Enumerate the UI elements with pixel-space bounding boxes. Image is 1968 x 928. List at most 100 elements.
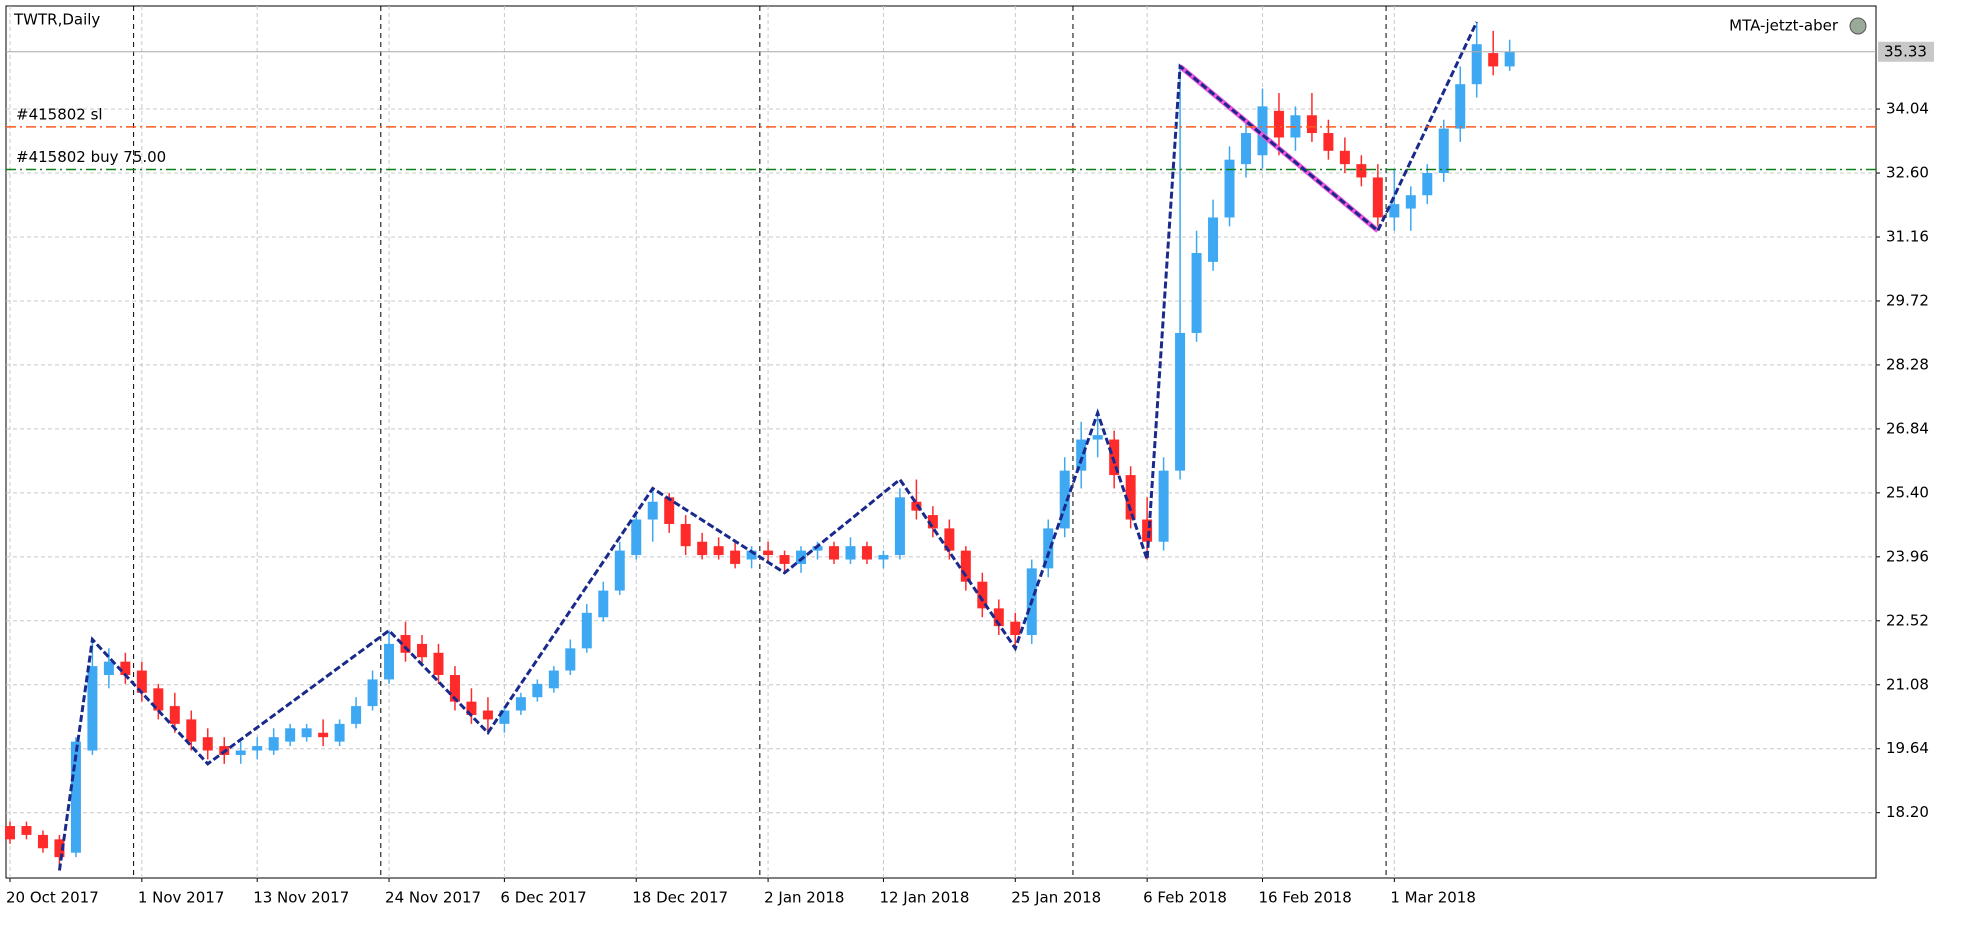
candle-body — [186, 719, 197, 742]
x-tick-label: 20 Oct 2017 — [6, 889, 99, 907]
candle-body — [763, 550, 774, 556]
candle-body — [944, 528, 955, 551]
candle-body — [153, 688, 164, 711]
candle-body — [1076, 439, 1087, 471]
candle-body — [417, 643, 427, 658]
candle-body — [746, 550, 757, 560]
candle-body — [730, 550, 741, 564]
candle-body — [1488, 53, 1499, 67]
candle-body — [367, 679, 378, 707]
last-price-label: 35.33 — [1884, 42, 1927, 60]
candle-body — [993, 608, 1004, 627]
x-tick-label: 1 Nov 2017 — [138, 889, 225, 907]
candle-body — [1191, 252, 1202, 333]
candle-body — [1092, 435, 1103, 440]
candle-body — [515, 697, 526, 711]
candle-body — [1389, 204, 1400, 218]
candle-body — [1422, 173, 1433, 196]
candle-body — [1175, 332, 1186, 471]
candle-body — [70, 741, 81, 853]
x-tick-label: 12 Jan 2018 — [879, 889, 969, 907]
x-tick-label: 16 Feb 2018 — [1258, 889, 1351, 907]
candle-body — [1010, 621, 1021, 636]
candle-body — [861, 546, 872, 560]
candle-body — [680, 523, 691, 547]
candle-body — [449, 674, 460, 702]
candle-body — [1323, 133, 1334, 151]
candle-body — [664, 497, 675, 524]
candle-body — [878, 555, 889, 560]
candle-body — [37, 834, 48, 849]
candle-body — [977, 581, 988, 609]
candle-body — [894, 497, 905, 556]
candle-body — [1059, 470, 1070, 529]
candle-body — [713, 546, 724, 556]
candle-body — [21, 826, 32, 835]
x-tick-label: 1 Mar 2018 — [1390, 889, 1476, 907]
candle-body — [1043, 528, 1054, 569]
candle-body — [598, 590, 609, 618]
chart-title: TWTR,Daily — [13, 11, 100, 29]
candle-body — [1455, 84, 1466, 129]
y-tick-label: 19.64 — [1886, 739, 1929, 757]
candle-body — [1356, 164, 1367, 178]
candle-body — [1273, 110, 1284, 138]
candle-body — [334, 723, 345, 742]
candle-body — [87, 666, 98, 751]
candle-body — [252, 746, 263, 751]
last-price-box — [1878, 41, 1934, 62]
candle-body — [301, 728, 312, 738]
candle-body — [433, 652, 444, 675]
candle-body — [5, 826, 15, 840]
y-tick-label: 22.52 — [1886, 611, 1929, 629]
candle-body — [845, 546, 856, 560]
candle-body — [1372, 177, 1383, 218]
candle-body — [1405, 195, 1416, 209]
candle-body — [532, 683, 543, 698]
y-tick-label: 28.28 — [1886, 355, 1929, 373]
x-tick-label: 13 Nov 2017 — [253, 889, 349, 907]
candle-body — [1125, 475, 1136, 520]
candle-body — [400, 635, 411, 653]
plot-frame — [5, 5, 1877, 879]
candle-body — [169, 706, 180, 724]
candle-body — [1504, 51, 1515, 67]
grid — [6, 6, 1876, 878]
x-tick-label: 25 Jan 2018 — [1011, 889, 1101, 907]
candle-body — [631, 519, 642, 556]
x-tick-label: 6 Dec 2017 — [500, 889, 586, 907]
candle-body — [1257, 106, 1268, 156]
candle-body — [202, 737, 213, 751]
y-tick-label: 29.72 — [1886, 291, 1929, 309]
y-tick-label: 31.16 — [1886, 227, 1929, 245]
candle-body — [960, 550, 971, 582]
candle-body — [565, 648, 576, 671]
candle-body — [647, 501, 658, 520]
candle-body — [54, 839, 65, 858]
candle-body — [120, 661, 131, 675]
candle-body — [1438, 128, 1449, 174]
y-tick-label: 18.20 — [1886, 803, 1929, 821]
candle-body — [1158, 470, 1169, 542]
x-tick-label: 18 Dec 2017 — [632, 889, 728, 907]
marks — [5, 21, 1515, 871]
candle-body — [1471, 44, 1482, 85]
indicator-icon[interactable] — [1849, 17, 1867, 35]
candle-body — [466, 701, 477, 715]
x-tick-label: 6 Feb 2018 — [1143, 889, 1227, 907]
trade-line-label: #415802 buy 75.00 — [16, 148, 166, 166]
y-tick-label: 25.40 — [1886, 483, 1929, 501]
candle-body — [1306, 115, 1317, 134]
candle-body — [548, 670, 559, 689]
candle-body — [136, 670, 147, 693]
y-tick-label: 23.96 — [1886, 547, 1929, 565]
y-tick-label: 32.60 — [1886, 164, 1929, 182]
candle-body — [779, 555, 790, 564]
zigzag-line — [57, 21, 1479, 871]
candle-body — [285, 728, 296, 742]
candle-body — [1208, 217, 1219, 262]
candle-body — [927, 515, 938, 529]
candle-body — [1224, 159, 1235, 218]
